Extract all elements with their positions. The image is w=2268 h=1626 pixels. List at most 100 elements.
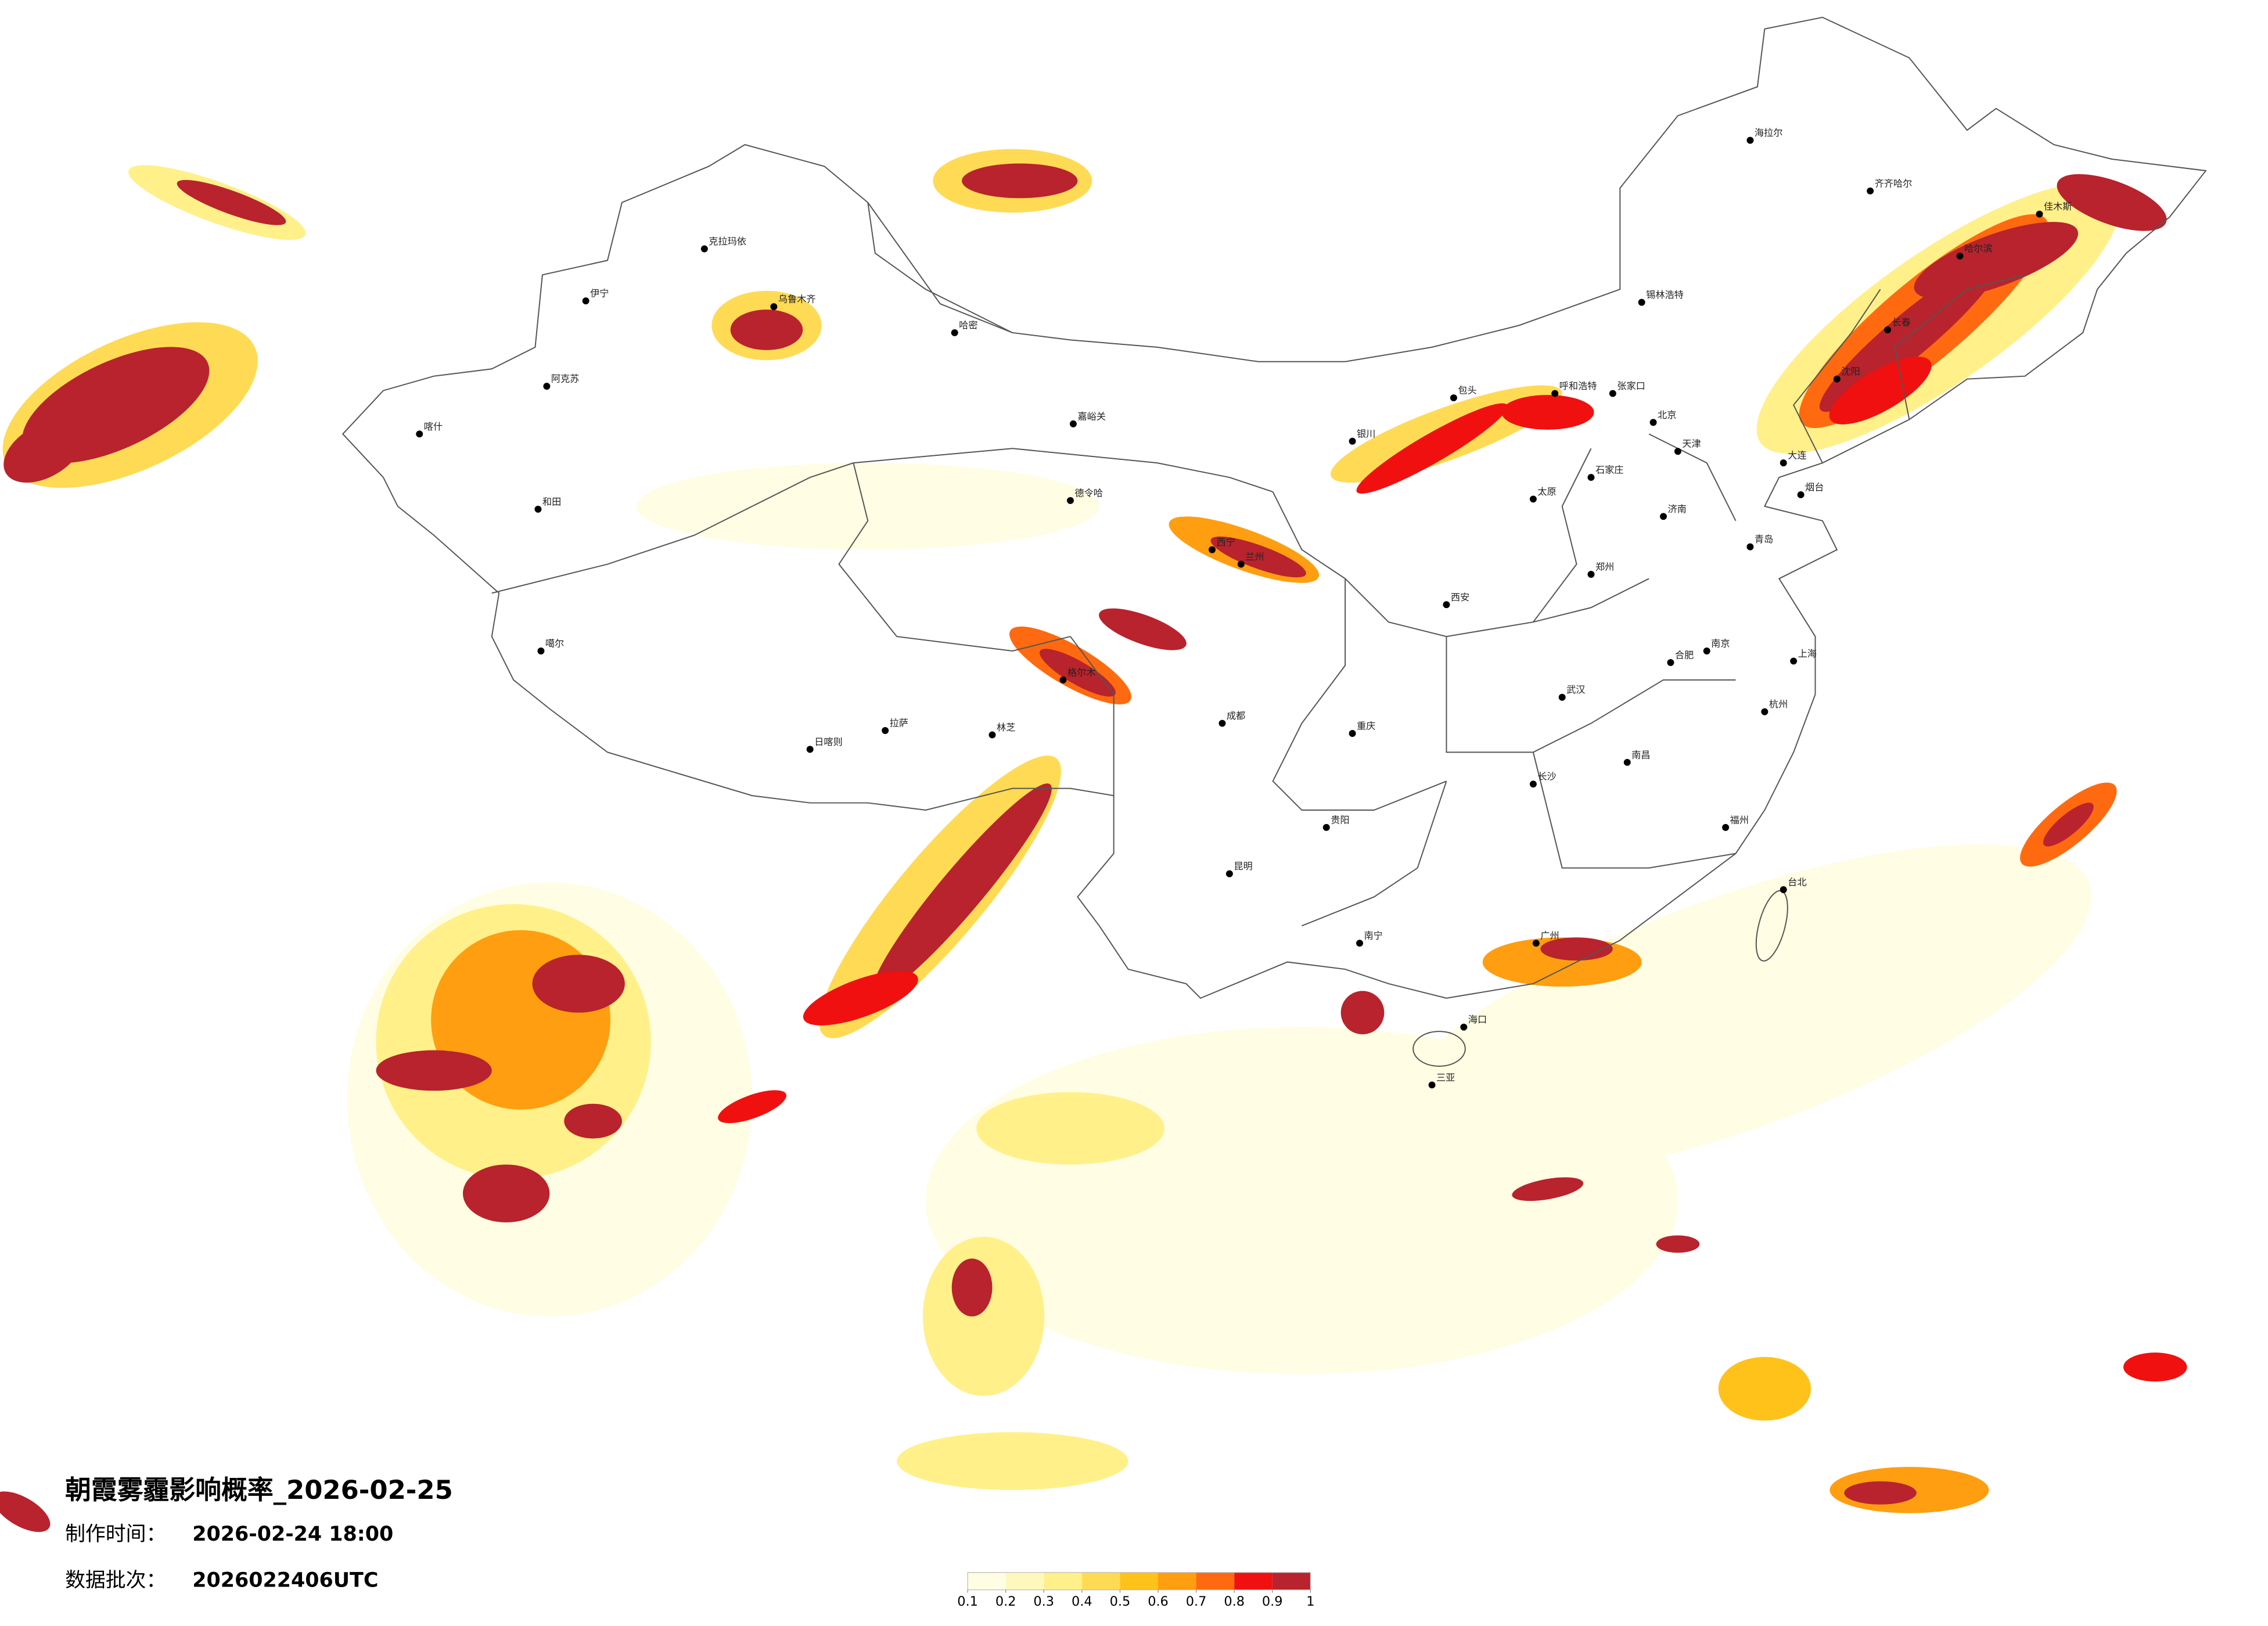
city-label: 和田 bbox=[542, 496, 561, 507]
heat-patch bbox=[1340, 991, 1385, 1035]
city-label: 石家庄 bbox=[1595, 465, 1624, 476]
city-dot bbox=[1450, 394, 1457, 402]
heat-patch bbox=[177, 179, 286, 225]
city-label: 广州 bbox=[1540, 930, 1559, 941]
city-label: 郑州 bbox=[1595, 561, 1614, 572]
city-label: 青岛 bbox=[1755, 534, 1773, 545]
city-dot bbox=[1356, 940, 1363, 947]
city-label: 海口 bbox=[1468, 1014, 1487, 1025]
city-dot bbox=[1623, 758, 1631, 766]
city-label: 福州 bbox=[1730, 814, 1749, 825]
legend-tick-label: 0.6 bbox=[1148, 1594, 1169, 1609]
city-dot bbox=[1660, 513, 1667, 520]
city-dot bbox=[1746, 136, 1754, 144]
city-dot bbox=[1529, 780, 1537, 788]
heat-patch bbox=[564, 1103, 622, 1139]
title: 朝霞雾霾影响概率_2026-02-25 bbox=[65, 1474, 453, 1505]
legend-swatch bbox=[1272, 1572, 1311, 1590]
city-label: 南昌 bbox=[1631, 749, 1650, 760]
city-label: 哈密 bbox=[959, 319, 977, 330]
heat-patch bbox=[803, 970, 918, 1026]
city-dot bbox=[1722, 823, 1730, 831]
city-dot bbox=[1349, 730, 1356, 737]
city-label: 呼和浩特 bbox=[1559, 380, 1597, 391]
city-label: 合肥 bbox=[1675, 649, 1694, 660]
city-label: 喀什 bbox=[424, 421, 443, 432]
city-dot bbox=[882, 727, 889, 734]
city-dot bbox=[1587, 570, 1595, 578]
city-label: 德令哈 bbox=[1074, 487, 1103, 498]
legend-tick-label: 0.2 bbox=[995, 1594, 1016, 1609]
city-label: 三亚 bbox=[1436, 1072, 1455, 1083]
city-dot bbox=[1667, 659, 1674, 666]
city-label: 贵阳 bbox=[1331, 814, 1349, 825]
city-dot bbox=[582, 297, 590, 305]
legend-swatch bbox=[1234, 1572, 1273, 1590]
city-label: 噶尔 bbox=[545, 638, 564, 649]
city-label: 兰州 bbox=[1245, 551, 1264, 562]
legend-swatch bbox=[968, 1572, 1006, 1590]
legend-tick-label: 0.4 bbox=[1072, 1594, 1092, 1609]
city-label: 林芝 bbox=[997, 722, 1015, 733]
heat-patch bbox=[462, 1164, 550, 1222]
city-label: 克拉玛依 bbox=[709, 236, 746, 247]
heat-patch bbox=[1099, 608, 1187, 650]
city-label: 西宁 bbox=[1216, 537, 1235, 548]
city-label: 齐齐哈尔 bbox=[1875, 178, 1913, 189]
heat-patch bbox=[3, 420, 84, 483]
city-dot bbox=[989, 731, 996, 739]
city-dot bbox=[2036, 210, 2043, 218]
city-dot bbox=[1066, 497, 1074, 504]
city-label: 哈尔滨 bbox=[1964, 243, 1993, 254]
city-label: 济南 bbox=[1667, 503, 1686, 515]
heat-patch bbox=[636, 463, 1099, 550]
heat-patch bbox=[1844, 1481, 1917, 1505]
city-dot bbox=[1761, 708, 1769, 715]
city-dot bbox=[1322, 823, 1330, 831]
city-label: 阿克苏 bbox=[551, 373, 580, 384]
legend: 0.1 0.2 0.3 0.4 0.5 0.6 0.7 0.8 0.9 1 bbox=[957, 1572, 1314, 1609]
city-dot bbox=[537, 647, 545, 654]
heat-patch bbox=[1210, 536, 1306, 578]
heat-patch bbox=[1356, 403, 1508, 494]
city-label: 日喀则 bbox=[814, 736, 843, 747]
city-dot bbox=[1428, 1081, 1436, 1089]
city-label: 昆明 bbox=[1234, 861, 1252, 872]
legend-tick-label: 1 bbox=[1306, 1594, 1314, 1609]
city-label: 张家口 bbox=[1617, 380, 1645, 391]
heat-patch bbox=[922, 1236, 1045, 1396]
city-label: 嘉峪关 bbox=[1077, 411, 1106, 422]
city-label: 北京 bbox=[1658, 409, 1676, 420]
legend-swatch bbox=[1158, 1572, 1196, 1590]
heat-patch bbox=[1039, 649, 1116, 697]
province-line bbox=[491, 202, 2025, 927]
city-dot bbox=[416, 430, 423, 438]
city-label: 乌鲁木齐 bbox=[778, 294, 816, 305]
city-dot bbox=[534, 505, 542, 513]
city-dot bbox=[1443, 601, 1450, 609]
borders bbox=[342, 16, 2207, 1067]
city-dot bbox=[1069, 420, 1077, 427]
legend-swatch bbox=[1120, 1572, 1159, 1590]
legend-swatch bbox=[1081, 1572, 1120, 1590]
city-dot bbox=[1746, 543, 1754, 551]
heat-patch bbox=[2043, 803, 2094, 847]
city-label: 海拉尔 bbox=[1755, 127, 1783, 138]
city-dot bbox=[1059, 676, 1067, 684]
info-label: 制作时间： bbox=[65, 1523, 166, 1546]
info-value: 2026-02-24 18:00 bbox=[192, 1523, 393, 1546]
city-dot bbox=[1780, 459, 1787, 467]
legend-tick-label: 0.8 bbox=[1224, 1594, 1245, 1609]
heat-patch bbox=[951, 1258, 993, 1316]
city-label: 佳木斯 bbox=[2044, 201, 2072, 212]
heat-patch bbox=[1540, 937, 1613, 961]
city-dot bbox=[1587, 474, 1595, 481]
city-label: 伊宁 bbox=[590, 288, 609, 299]
city-label: 成都 bbox=[1227, 710, 1245, 721]
city-dot bbox=[1790, 657, 1798, 665]
city-label: 台北 bbox=[1788, 877, 1806, 888]
city-label: 武汉 bbox=[1566, 684, 1585, 695]
heat-patch bbox=[976, 1092, 1164, 1165]
city-dot bbox=[1558, 693, 1566, 701]
city-dot bbox=[543, 383, 551, 390]
